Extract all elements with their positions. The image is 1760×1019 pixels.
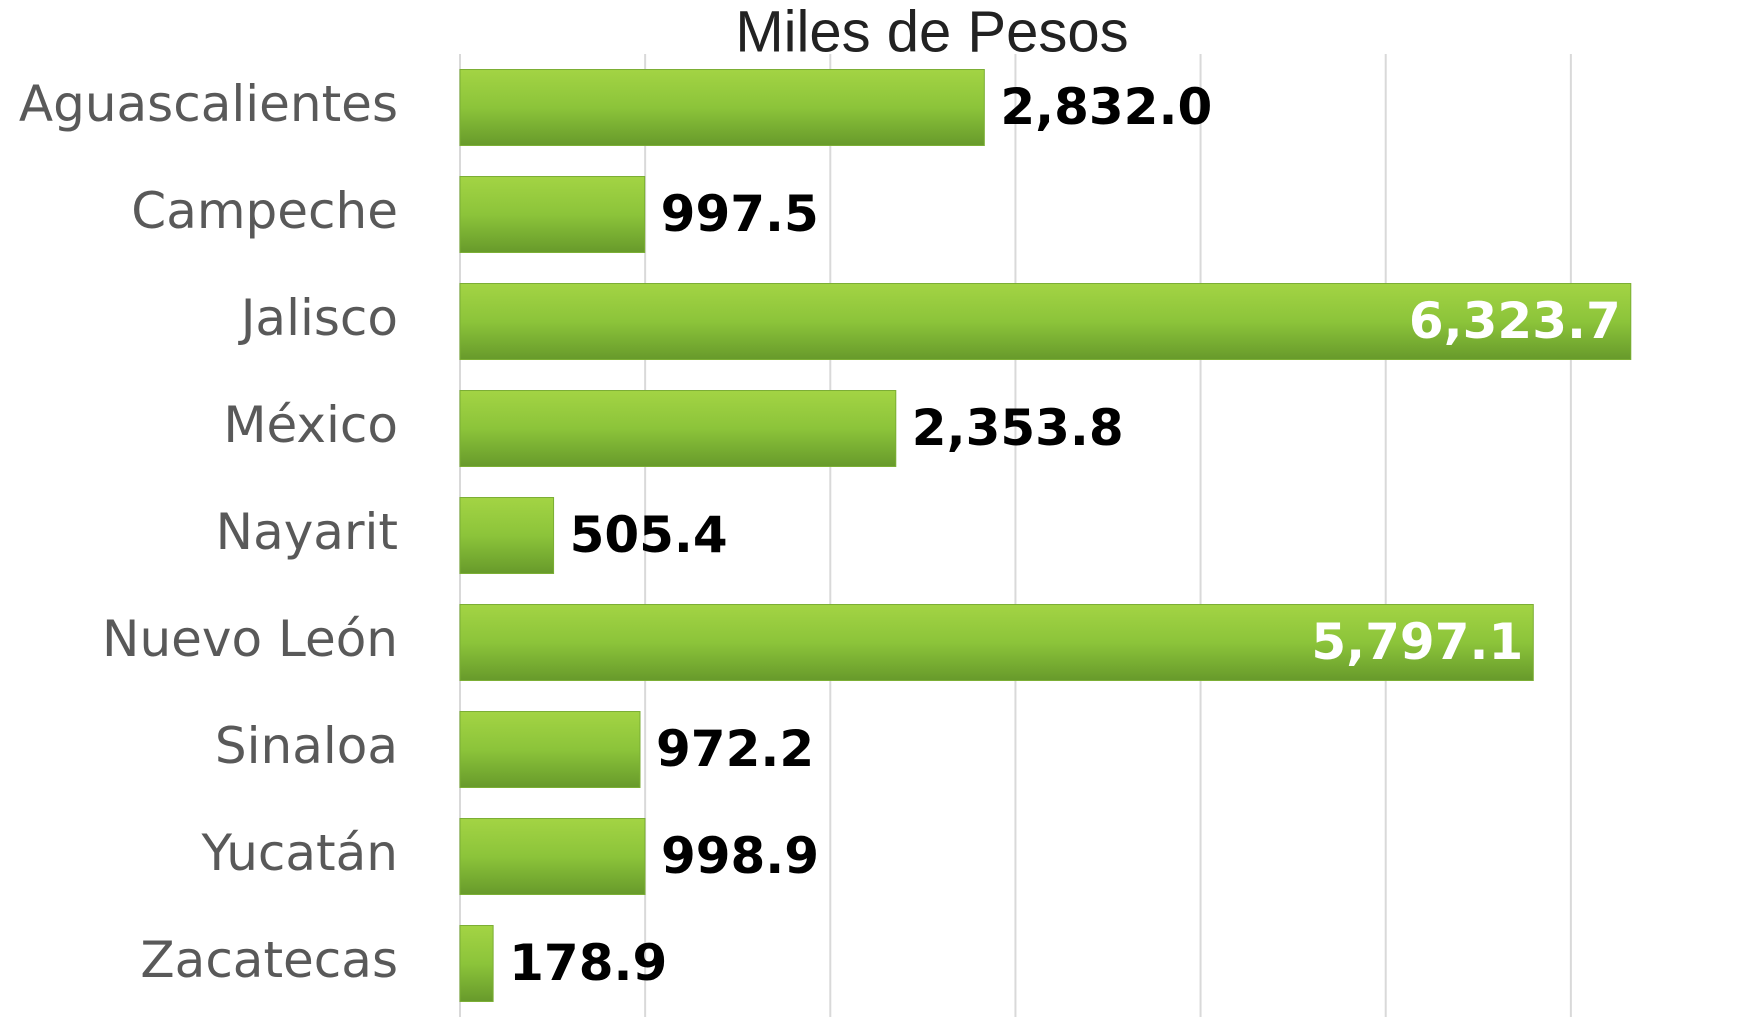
bar xyxy=(459,69,985,146)
data-label: 505.4 xyxy=(570,506,728,564)
data-label: 178.9 xyxy=(509,934,667,992)
y-tick-label: México xyxy=(223,396,398,454)
data-label: 997.5 xyxy=(661,185,819,243)
y-tick-label: Campeche xyxy=(131,182,398,240)
y-tick-label: Nayarit xyxy=(216,503,398,561)
y-tick-label: Jalisco xyxy=(238,289,398,347)
data-label: 972.2 xyxy=(656,720,814,778)
chart-title: Miles de Pesos xyxy=(735,0,1128,64)
y-tick-label: Zacatecas xyxy=(140,931,398,989)
data-label: 998.9 xyxy=(661,827,819,885)
y-tick-label: Nuevo León xyxy=(102,610,398,668)
bar xyxy=(459,497,555,574)
data-label: 5,797.1 xyxy=(1311,613,1523,671)
data-label: 2,353.8 xyxy=(912,399,1124,457)
data-label: 6,323.7 xyxy=(1409,292,1621,350)
bar xyxy=(459,176,646,253)
data-label: 2,832.0 xyxy=(1000,78,1212,136)
y-tick-label: Yucatán xyxy=(200,824,398,882)
y-tick-label: Aguascalientes xyxy=(19,75,398,133)
y-tick-label: Sinaloa xyxy=(215,717,398,775)
bar xyxy=(459,925,494,1002)
bar xyxy=(459,818,646,895)
bar xyxy=(459,390,897,467)
bar xyxy=(459,283,1632,360)
bar xyxy=(459,711,641,788)
bar xyxy=(459,604,1534,681)
